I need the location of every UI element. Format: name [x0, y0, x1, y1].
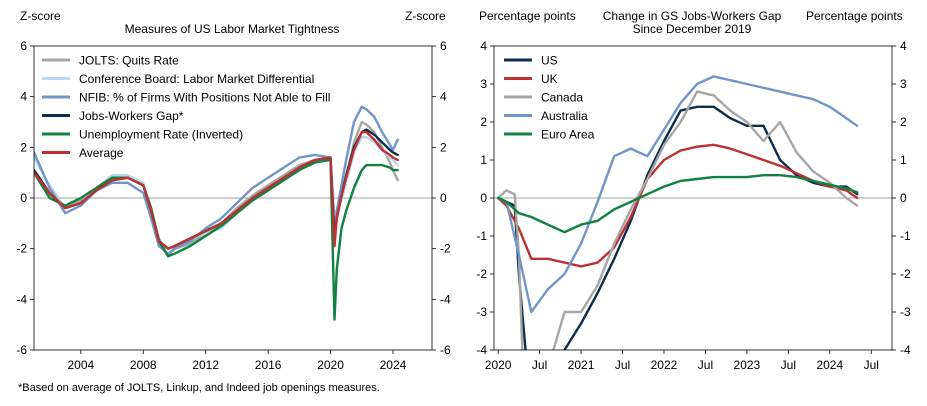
left-legend-label: NFIB: % of Firms With Positions Not Able… [79, 91, 330, 105]
left-ytick-label-left: 4 [20, 90, 27, 104]
left-ytick-label-left: 0 [20, 191, 27, 205]
right-xtick-label: 2020 [485, 358, 512, 372]
footnote: *Based on average of JOLTS, Linkup, and … [18, 382, 380, 394]
right-ytick-label-right: 1 [900, 153, 907, 167]
left-y-axis-label: Z-score [20, 9, 61, 23]
left-ytick-label-right: -4 [440, 292, 451, 306]
left-legend-label: Unemployment Rate (Inverted) [79, 128, 243, 142]
right-chart-title: Change in GS Jobs-Workers Gap [603, 9, 782, 23]
left-legend-label: JOLTS: Quits Rate [79, 54, 179, 68]
left-ytick-label-right: 4 [440, 90, 447, 104]
left-y-axis-label-right: Z-score [405, 9, 446, 23]
left-xtick-label: 2024 [380, 358, 407, 372]
right-xtick-label: 2023 [734, 358, 761, 372]
right-xtick-label: 2022 [651, 358, 678, 372]
left-ytick-label-right: -2 [440, 242, 451, 256]
right-xtick-label: Jul [532, 358, 547, 372]
left-ytick-label-left: -4 [16, 292, 27, 306]
left-ytick-label-right: 2 [440, 140, 447, 154]
right-ytick-label-left: -4 [476, 343, 487, 357]
right-y-axis-label: Percentage points [479, 9, 576, 23]
right-ytick-label-left: 0 [480, 191, 487, 205]
right-ytick-label-left: 1 [480, 153, 487, 167]
right-legend-label: Australia [541, 109, 588, 123]
right-ytick-label-left: -2 [476, 267, 487, 281]
right-legend-label: Euro Area [541, 128, 595, 142]
left-chart-title: Measures of US Labor Market Tightness [125, 22, 340, 36]
left-xtick-label: 2020 [317, 358, 344, 372]
right-ytick-label-left: -3 [476, 305, 487, 319]
right-xtick-label: Jul [864, 358, 879, 372]
left-legend-label: Average [79, 146, 124, 160]
right-legend-label: Canada [541, 91, 583, 105]
left-ytick-label-right: -6 [440, 343, 451, 357]
right-xtick-label: 2021 [568, 358, 595, 372]
right-ytick-label-right: -1 [900, 229, 911, 243]
right-y-axis-label-right: Percentage points [806, 9, 903, 23]
right-series-line-4 [496, 173, 859, 234]
left-xtick-label: 2012 [192, 358, 219, 372]
left-ytick-label-left: 2 [20, 140, 27, 154]
right-series-line-1 [496, 143, 859, 268]
left-ytick-label-right: 6 [440, 39, 447, 53]
right-ytick-label-right: -3 [900, 305, 911, 319]
left-ytick-label-left: 6 [20, 39, 27, 53]
right-ytick-label-left: -1 [476, 229, 487, 243]
left-series-line-2 [34, 105, 399, 255]
right-ytick-label-right: 2 [900, 115, 907, 129]
left-xtick-label: 2008 [130, 358, 157, 372]
left-legend-label: Jobs-Workers Gap* [79, 109, 184, 123]
right-legend-label: US [541, 54, 558, 68]
right-xtick-label: Jul [781, 358, 796, 372]
left-legend-label: Conference Board: Labor Market Different… [79, 72, 314, 86]
right-ytick-label-left: 4 [480, 39, 487, 53]
right-ytick-label-right: -2 [900, 267, 911, 281]
left-ytick-label-left: -2 [16, 242, 27, 256]
left-series-line-4 [34, 158, 399, 321]
right-xtick-label: Jul [698, 358, 713, 372]
left-chart-panel: Measures of US Labor Market Tightness Z-… [16, 9, 451, 372]
left-xtick-label: 2004 [67, 358, 94, 372]
right-series-line-0 [496, 105, 859, 350]
right-series-line-2 [496, 90, 859, 350]
left-ytick-label-right: 0 [440, 191, 447, 205]
right-ytick-label-left: 3 [480, 77, 487, 91]
left-xtick-label: 2016 [255, 358, 282, 372]
right-ytick-label-right: 0 [900, 191, 907, 205]
right-xtick-label: Jul [615, 358, 630, 372]
right-ytick-label-right: -4 [900, 343, 911, 357]
right-ytick-label-left: 2 [480, 115, 487, 129]
right-xtick-label: 2024 [816, 358, 843, 372]
left-ytick-label-left: -6 [16, 343, 27, 357]
right-series-line-3 [496, 75, 859, 314]
right-chart-panel: Change in GS Jobs-Workers Gap Since Dece… [476, 9, 911, 372]
right-legend-label: UK [541, 72, 558, 86]
right-chart-subtitle: Since December 2019 [633, 22, 752, 36]
left-series-line-5 [34, 130, 399, 250]
right-ytick-label-right: 4 [900, 39, 907, 53]
right-ytick-label-right: 3 [900, 77, 907, 91]
